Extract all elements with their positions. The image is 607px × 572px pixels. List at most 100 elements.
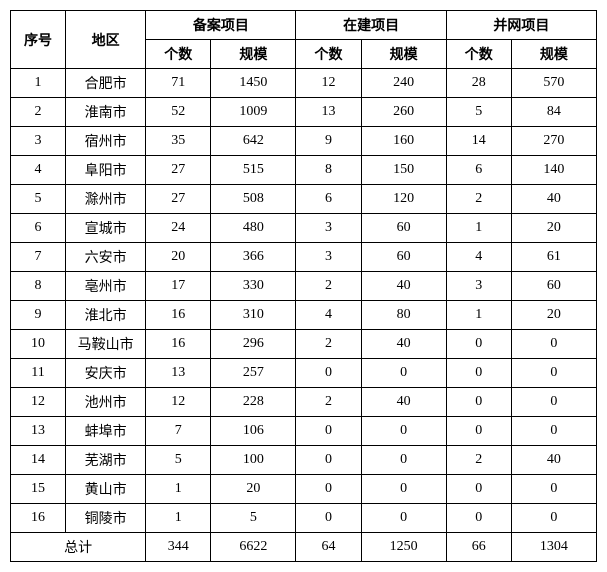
cell-c1: 20 <box>146 243 211 272</box>
cell-c1: 52 <box>146 98 211 127</box>
cell-s3: 61 <box>511 243 596 272</box>
table-row: 5滁州市275086120240 <box>11 185 597 214</box>
total-c3: 66 <box>446 533 511 562</box>
cell-c2: 13 <box>296 98 361 127</box>
total-s3: 1304 <box>511 533 596 562</box>
cell-s3: 0 <box>511 388 596 417</box>
cell-region: 马鞍山市 <box>66 330 146 359</box>
cell-c1: 27 <box>146 156 211 185</box>
cell-s2: 80 <box>361 301 446 330</box>
cell-seq: 4 <box>11 156 66 185</box>
cell-region: 铜陵市 <box>66 504 146 533</box>
cell-s3: 140 <box>511 156 596 185</box>
cell-seq: 16 <box>11 504 66 533</box>
cell-c3: 5 <box>446 98 511 127</box>
cell-c3: 14 <box>446 127 511 156</box>
header-count: 个数 <box>296 40 361 69</box>
cell-seq: 14 <box>11 446 66 475</box>
cell-region: 蚌埠市 <box>66 417 146 446</box>
cell-seq: 6 <box>11 214 66 243</box>
cell-c1: 24 <box>146 214 211 243</box>
table-row: 1合肥市7114501224028570 <box>11 69 597 98</box>
cell-c2: 3 <box>296 243 361 272</box>
cell-c1: 1 <box>146 475 211 504</box>
cell-s3: 40 <box>511 185 596 214</box>
cell-s1: 106 <box>211 417 296 446</box>
cell-c2: 6 <box>296 185 361 214</box>
cell-s3: 0 <box>511 359 596 388</box>
cell-c1: 35 <box>146 127 211 156</box>
cell-s1: 366 <box>211 243 296 272</box>
table-footer: 总计 344 6622 64 1250 66 1304 <box>11 533 597 562</box>
header-group-grid: 并网项目 <box>446 11 596 40</box>
header-count: 个数 <box>146 40 211 69</box>
cell-s3: 0 <box>511 417 596 446</box>
header-region: 地区 <box>66 11 146 69</box>
cell-s3: 0 <box>511 504 596 533</box>
cell-seq: 15 <box>11 475 66 504</box>
cell-c2: 12 <box>296 69 361 98</box>
cell-seq: 3 <box>11 127 66 156</box>
total-c2: 64 <box>296 533 361 562</box>
cell-c1: 1 <box>146 504 211 533</box>
table-row: 9淮北市16310480120 <box>11 301 597 330</box>
cell-s2: 60 <box>361 243 446 272</box>
cell-s1: 228 <box>211 388 296 417</box>
cell-region: 六安市 <box>66 243 146 272</box>
cell-s2: 160 <box>361 127 446 156</box>
cell-s3: 40 <box>511 446 596 475</box>
cell-s1: 480 <box>211 214 296 243</box>
cell-c2: 2 <box>296 330 361 359</box>
table-row: 3宿州市35642916014270 <box>11 127 597 156</box>
cell-c2: 0 <box>296 359 361 388</box>
cell-s1: 1450 <box>211 69 296 98</box>
cell-s3: 570 <box>511 69 596 98</box>
header-group-building: 在建项目 <box>296 11 446 40</box>
cell-c2: 9 <box>296 127 361 156</box>
header-group-filed: 备案项目 <box>146 11 296 40</box>
cell-seq: 2 <box>11 98 66 127</box>
cell-c1: 16 <box>146 301 211 330</box>
table-row: 2淮南市52100913260584 <box>11 98 597 127</box>
cell-s2: 150 <box>361 156 446 185</box>
cell-c3: 0 <box>446 359 511 388</box>
cell-c3: 2 <box>446 185 511 214</box>
header-scale: 规模 <box>511 40 596 69</box>
table-row: 4阜阳市2751581506140 <box>11 156 597 185</box>
header-seq: 序号 <box>11 11 66 69</box>
cell-s2: 0 <box>361 504 446 533</box>
cell-c1: 12 <box>146 388 211 417</box>
table-row: 12池州市1222824000 <box>11 388 597 417</box>
cell-c3: 1 <box>446 301 511 330</box>
cell-region: 芜湖市 <box>66 446 146 475</box>
total-c1: 344 <box>146 533 211 562</box>
cell-s1: 296 <box>211 330 296 359</box>
cell-c2: 2 <box>296 272 361 301</box>
cell-s1: 5 <box>211 504 296 533</box>
table-row: 11安庆市132570000 <box>11 359 597 388</box>
cell-s2: 40 <box>361 330 446 359</box>
cell-region: 淮南市 <box>66 98 146 127</box>
cell-s2: 260 <box>361 98 446 127</box>
table-row: 10马鞍山市1629624000 <box>11 330 597 359</box>
cell-c3: 2 <box>446 446 511 475</box>
cell-s1: 508 <box>211 185 296 214</box>
cell-region: 黄山市 <box>66 475 146 504</box>
cell-s2: 0 <box>361 446 446 475</box>
cell-seq: 1 <box>11 69 66 98</box>
cell-c2: 0 <box>296 417 361 446</box>
cell-s2: 120 <box>361 185 446 214</box>
header-scale: 规模 <box>361 40 446 69</box>
cell-s2: 40 <box>361 388 446 417</box>
total-s1: 6622 <box>211 533 296 562</box>
cell-c3: 0 <box>446 330 511 359</box>
cell-c1: 16 <box>146 330 211 359</box>
cell-c1: 13 <box>146 359 211 388</box>
cell-seq: 12 <box>11 388 66 417</box>
cell-c3: 1 <box>446 214 511 243</box>
projects-table: 序号 地区 备案项目 在建项目 并网项目 个数 规模 个数 规模 个数 规模 1… <box>10 10 597 562</box>
cell-region: 安庆市 <box>66 359 146 388</box>
table-row: 13蚌埠市71060000 <box>11 417 597 446</box>
cell-c1: 71 <box>146 69 211 98</box>
cell-s3: 0 <box>511 330 596 359</box>
